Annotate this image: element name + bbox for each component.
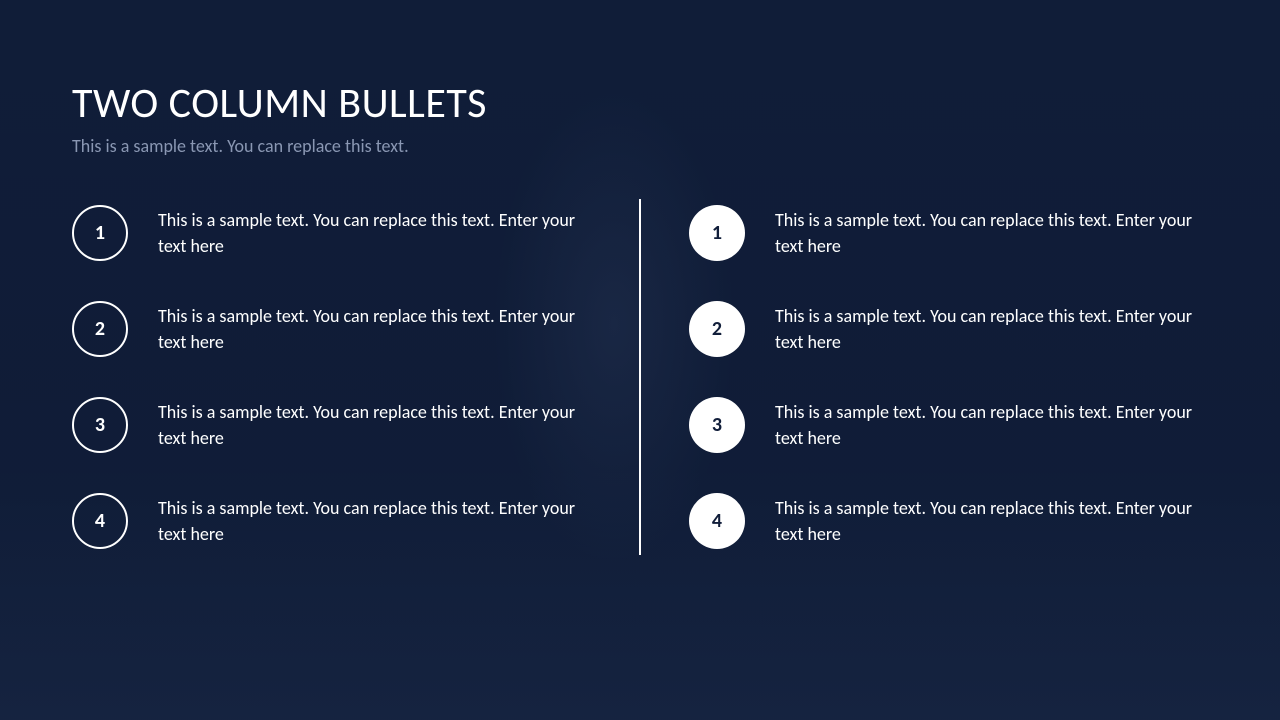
bullet-number-circle: 4 <box>689 493 745 549</box>
bullet-text: This is a sample text. You can replace t… <box>775 303 1208 355</box>
bullet-number-circle: 3 <box>72 397 128 453</box>
slide-subtitle: This is a sample text. You can replace t… <box>72 135 1208 157</box>
bullet-text: This is a sample text. You can replace t… <box>775 207 1208 259</box>
bullet-item: 4 This is a sample text. You can replace… <box>72 493 591 549</box>
bullet-item: 4 This is a sample text. You can replace… <box>689 493 1208 549</box>
bullet-item: 2 This is a sample text. You can replace… <box>689 301 1208 357</box>
bullet-number-circle: 3 <box>689 397 745 453</box>
bullet-text: This is a sample text. You can replace t… <box>158 207 591 259</box>
bullet-number-circle: 2 <box>72 301 128 357</box>
two-column-layout: 1 This is a sample text. You can replace… <box>72 205 1208 549</box>
bullet-text: This is a sample text. You can replace t… <box>158 495 591 547</box>
right-column: 1 This is a sample text. You can replace… <box>641 205 1208 549</box>
bullet-number-circle: 2 <box>689 301 745 357</box>
bullet-number-circle: 1 <box>72 205 128 261</box>
bullet-text: This is a sample text. You can replace t… <box>775 495 1208 547</box>
bullet-item: 1 This is a sample text. You can replace… <box>72 205 591 261</box>
bullet-number-circle: 4 <box>72 493 128 549</box>
bullet-text: This is a sample text. You can replace t… <box>158 399 591 451</box>
bullet-item: 3 This is a sample text. You can replace… <box>689 397 1208 453</box>
bullet-item: 1 This is a sample text. You can replace… <box>689 205 1208 261</box>
bullet-item: 3 This is a sample text. You can replace… <box>72 397 591 453</box>
left-column: 1 This is a sample text. You can replace… <box>72 205 639 549</box>
bullet-text: This is a sample text. You can replace t… <box>158 303 591 355</box>
bullet-number-circle: 1 <box>689 205 745 261</box>
slide-title: TWO COLUMN BULLETS <box>72 78 1208 129</box>
bullet-item: 2 This is a sample text. You can replace… <box>72 301 591 357</box>
bullet-text: This is a sample text. You can replace t… <box>775 399 1208 451</box>
slide-container: TWO COLUMN BULLETS This is a sample text… <box>0 0 1280 720</box>
